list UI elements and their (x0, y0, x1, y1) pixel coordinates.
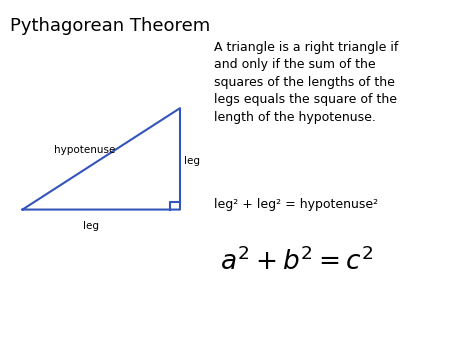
Text: hypotenuse: hypotenuse (54, 145, 115, 155)
Text: leg: leg (184, 155, 200, 166)
Text: A triangle is a right triangle if
and only if the sum of the
squares of the leng: A triangle is a right triangle if and on… (214, 41, 398, 124)
Text: leg: leg (83, 221, 99, 232)
Text: $a^2 + b^2 = c^2$: $a^2 + b^2 = c^2$ (220, 247, 374, 275)
Text: Pythagorean Theorem: Pythagorean Theorem (10, 17, 210, 35)
Text: leg² + leg² = hypotenuse²: leg² + leg² = hypotenuse² (214, 198, 378, 211)
